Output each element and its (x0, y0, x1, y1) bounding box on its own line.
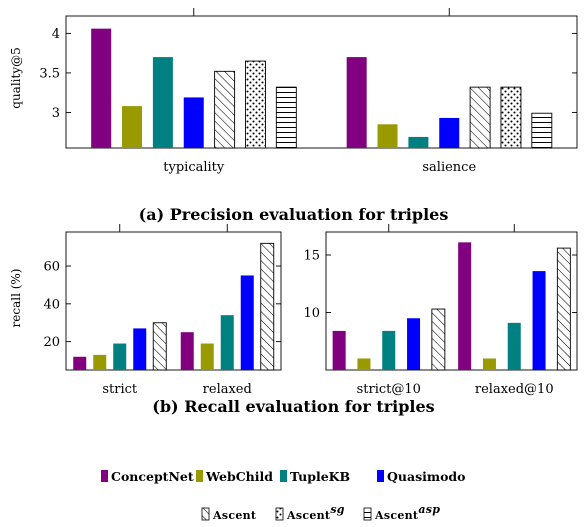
bar-conceptnet-typicality (91, 28, 112, 148)
bar-conceptnet-salience (346, 57, 367, 149)
legend-label-webchild: WebChild (205, 469, 273, 484)
bar-quasimodo-salience (439, 117, 460, 148)
bar-tuplekb-salience (408, 136, 429, 148)
legend-swatch-quasimodo (377, 470, 384, 482)
legend-superscript: sg (330, 503, 344, 516)
legend-label-ascent-2: Ascentsg (286, 503, 345, 522)
y-tick-label: 15 (303, 249, 320, 264)
bar-conceptnet-relaxed (180, 332, 194, 370)
bar-quasimodo-strict (133, 328, 147, 370)
legend-label-ascent-1: Ascent (212, 509, 257, 522)
y-tick-label: 40 (43, 297, 60, 312)
bar-ascent-salience (469, 86, 491, 149)
bar-quasimodo-strict-10 (407, 318, 421, 370)
legend-label-quasimodo: Quasimodo (387, 469, 466, 484)
bar-ascent-sg-typicality (245, 60, 266, 149)
legend-swatch-ascent-3 (363, 507, 372, 521)
bar-ascent-strict (152, 322, 167, 371)
x-tick-label-salience: salience (422, 160, 476, 175)
bar-webchild-relaxed-10 (482, 358, 496, 370)
x-tick-label-typicality: typicality (163, 160, 225, 175)
legend-label-ascent-3: Ascentasp (374, 503, 440, 522)
bar-conceptnet-strict (73, 356, 87, 370)
chart-precision: 3 3.5 4 quality@5 typicality salience (9, 8, 578, 175)
bar-tuplekb-strict-10 (382, 330, 396, 370)
x-tick-label-strict-10: strict@10 (357, 382, 421, 397)
bar-tuplekb-relaxed-10 (507, 322, 521, 370)
x-tick-label-strict: strict (102, 382, 138, 397)
plot-frame (65, 231, 282, 371)
bar-quasimodo-relaxed-10 (532, 271, 546, 370)
plot-frame (65, 15, 578, 149)
y-tick-label: 3.5 (39, 66, 60, 81)
bar-webchild-strict (93, 354, 107, 370)
y-axis-label: quality@5 (9, 47, 23, 108)
bar-ascent-typicality (214, 70, 236, 149)
y-axis-label: recall (%) (9, 269, 23, 328)
y-tick-label: 4 (52, 27, 60, 42)
chart-recall: 20 40 60 recall (%) strict relaxed (9, 224, 282, 397)
bar-webchild-strict-10 (357, 358, 371, 370)
bar-tuplekb-relaxed (220, 315, 234, 370)
legend: ConceptNet WebChild TupleKB Quasimodo Ascent… (101, 469, 466, 522)
bar-webchild-relaxed (200, 343, 214, 370)
bar-webchild-typicality (122, 106, 143, 148)
bar-ascent-asp-typicality (275, 86, 297, 149)
bar-ascent-relaxed-10 (556, 247, 571, 371)
chart-recall-at-10: 10 15 strict@10 relaxed@10 (303, 224, 578, 397)
bar-tuplekb-strict (113, 343, 127, 370)
legend-swatch-ascent-1 (201, 507, 210, 521)
plot-frame (325, 231, 578, 371)
caption-precision: (a) Precision evaluation for triples (139, 205, 449, 224)
bar-conceptnet-relaxed-10 (458, 242, 472, 370)
x-tick-label-relaxed-10: relaxed@10 (475, 382, 554, 397)
bar-quasimodo-typicality (183, 97, 204, 148)
legend-label-tuplekb: TupleKB (290, 469, 350, 484)
legend-swatch-webchild (196, 470, 203, 482)
bar-ascent-strict-10 (431, 308, 446, 371)
y-tick-label: 3 (52, 106, 60, 121)
bar-tuplekb-typicality (152, 57, 173, 149)
x-tick-label-relaxed: relaxed (203, 382, 252, 397)
y-tick-label: 20 (43, 335, 60, 350)
y-tick-label: 60 (43, 260, 60, 275)
bar-ascent-sg-salience (500, 86, 522, 149)
caption-recall: (b) Recall evaluation for triples (152, 397, 434, 416)
bar-conceptnet-strict-10 (332, 330, 346, 370)
legend-superscript: asp (418, 503, 440, 516)
legend-swatch-conceptnet (101, 470, 108, 482)
legend-swatch-tuplekb (280, 470, 287, 482)
bar-quasimodo-relaxed (240, 275, 254, 370)
legend-swatch-ascent-2 (275, 507, 284, 521)
bar-ascent-asp-salience (531, 112, 553, 149)
legend-label-conceptnet: ConceptNet (111, 469, 194, 484)
bar-webchild-salience (377, 124, 398, 148)
y-tick-label: 10 (303, 306, 320, 321)
bar-ascent-relaxed (260, 242, 275, 371)
